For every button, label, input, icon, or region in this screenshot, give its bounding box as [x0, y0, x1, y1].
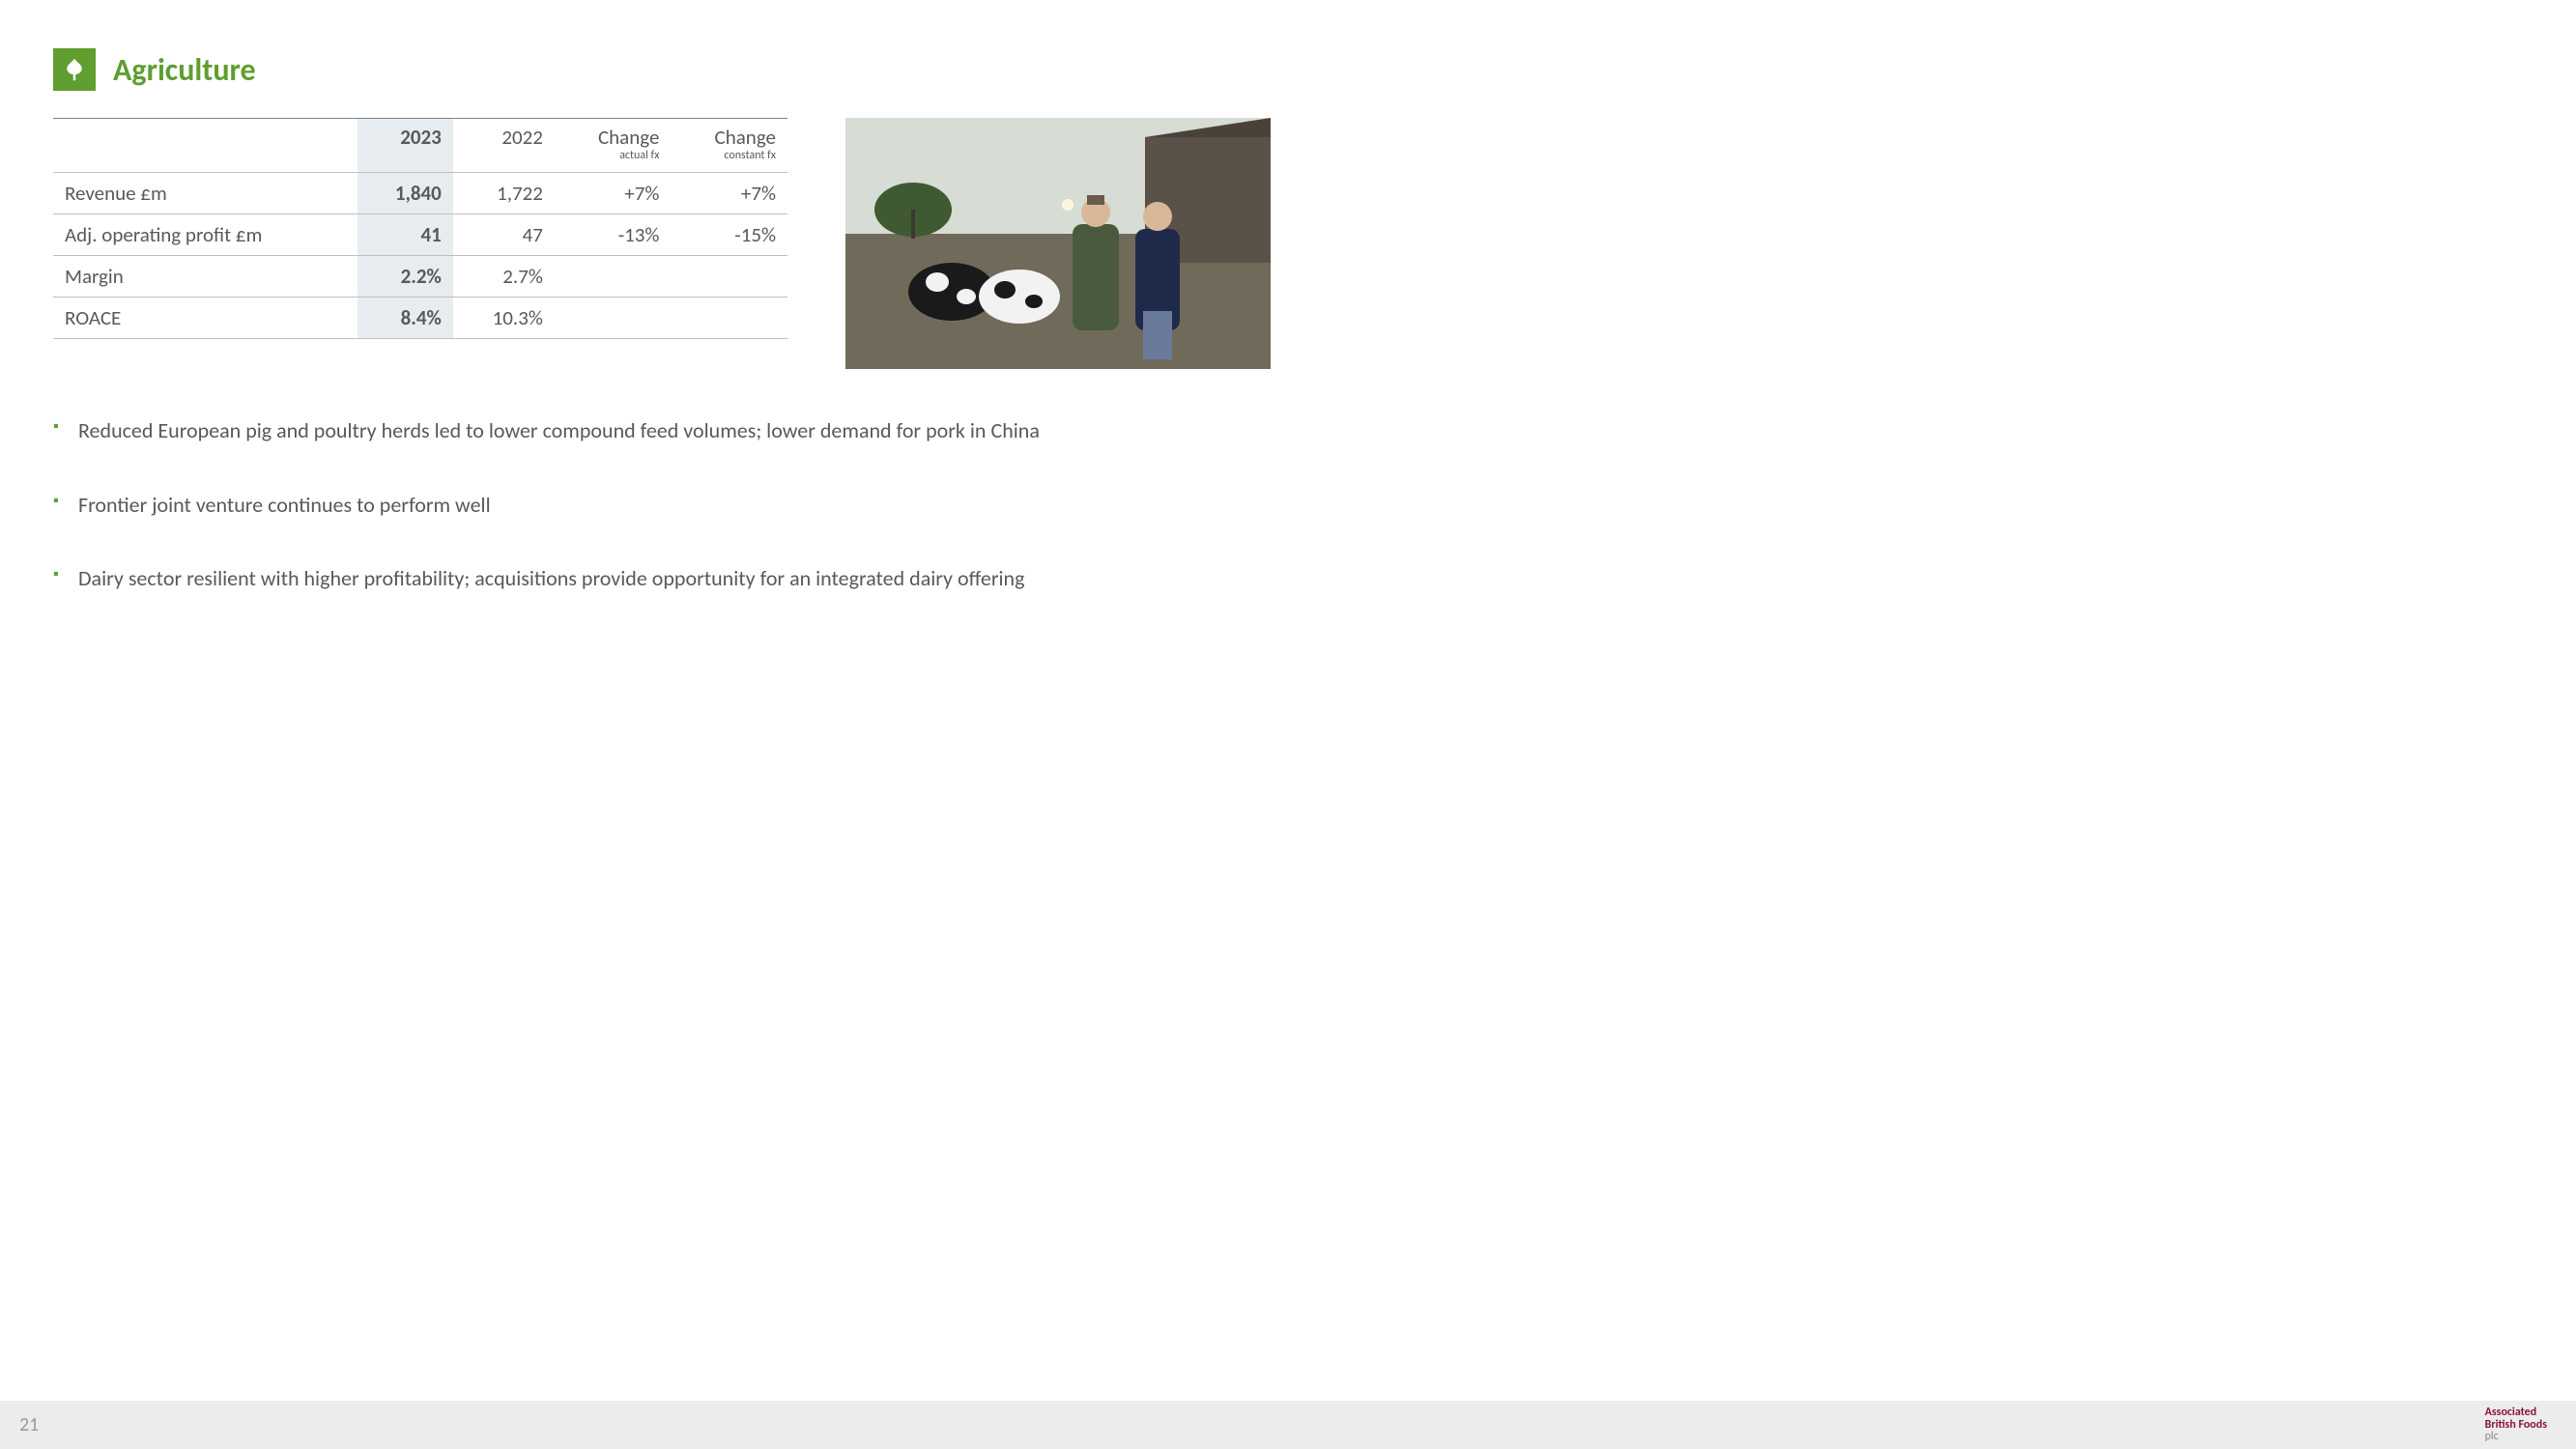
company-logo-text: Associated British Foods plc	[2485, 1406, 2547, 1443]
cell-chg-actual: -13%	[555, 214, 672, 256]
bullet-item: Reduced European pig and poultry herds l…	[53, 417, 2523, 445]
th-change-actual: Change actual fx	[555, 119, 672, 173]
cell-chg-const: -15%	[671, 214, 787, 256]
table-row: ROACE 8.4% 10.3%	[53, 298, 787, 339]
cell-chg-const	[671, 298, 787, 339]
slide-title: Agriculture	[113, 51, 256, 89]
bullet-list: Reduced European pig and poultry herds l…	[53, 417, 2523, 593]
cell-2023: 1,840	[358, 173, 453, 214]
cell-2022: 2.7%	[453, 256, 555, 298]
table-row: Margin 2.2% 2.7%	[53, 256, 787, 298]
th-change-const-label: Change	[715, 125, 776, 150]
company-line1: Associated	[2485, 1406, 2547, 1419]
agriculture-icon	[53, 48, 96, 91]
cell-chg-const	[671, 256, 787, 298]
cell-chg-actual: +7%	[555, 173, 672, 214]
th-change-const: Change constant fx	[671, 119, 787, 173]
cell-label: Revenue £m	[53, 173, 358, 214]
cell-chg-actual	[555, 256, 672, 298]
cell-label: ROACE	[53, 298, 358, 339]
table-row: Revenue £m 1,840 1,722 +7% +7%	[53, 173, 787, 214]
table-row: Adj. operating profit £m 41 47 -13% -15%	[53, 214, 787, 256]
bullet-item: Frontier joint venture continues to perf…	[53, 492, 2523, 520]
page-number: 21	[19, 1413, 39, 1436]
th-change-actual-label: Change	[598, 125, 659, 150]
th-change-actual-sub: actual fx	[566, 150, 660, 166]
cell-label: Adj. operating profit £m	[53, 214, 358, 256]
cell-2023: 41	[358, 214, 453, 256]
cell-2022: 10.3%	[453, 298, 555, 339]
cell-label: Margin	[53, 256, 358, 298]
bullet-item: Dairy sector resilient with higher profi…	[53, 565, 2523, 593]
company-line3: plc	[2485, 1431, 2547, 1443]
cell-chg-actual	[555, 298, 672, 339]
th-2023: 2023	[358, 119, 453, 173]
th-change-const-sub: constant fx	[682, 150, 776, 166]
cell-2022: 1,722	[453, 173, 555, 214]
slide-header: Agriculture	[53, 48, 2523, 91]
th-2022: 2022	[453, 119, 555, 173]
cell-2022: 47	[453, 214, 555, 256]
cell-chg-const: +7%	[671, 173, 787, 214]
financial-table: 2023 2022 Change actual fx Change consta…	[53, 118, 787, 339]
content-row: 2023 2022 Change actual fx Change consta…	[53, 118, 2523, 369]
slide-body: Agriculture 2023 2022 Change actual fx C…	[0, 0, 2576, 1401]
cell-2023: 8.4%	[358, 298, 453, 339]
cell-2023: 2.2%	[358, 256, 453, 298]
slide-footer: 21 Associated British Foods plc	[0, 1401, 2576, 1449]
th-blank	[53, 119, 358, 173]
farm-photo	[845, 118, 1271, 369]
